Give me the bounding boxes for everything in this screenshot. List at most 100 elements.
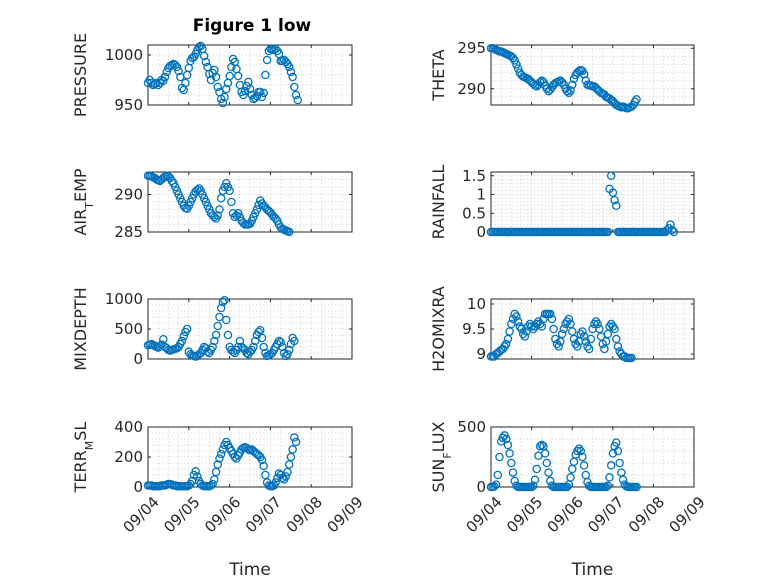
data-point	[537, 322, 547, 331]
data-point	[532, 464, 541, 474]
data-point	[508, 53, 518, 63]
data-point	[216, 193, 226, 203]
data-point	[562, 86, 572, 96]
data-point	[529, 481, 538, 491]
data-point	[220, 295, 229, 305]
data-point	[595, 324, 604, 334]
data-point	[573, 342, 582, 351]
data-point	[537, 440, 547, 450]
data-point	[568, 80, 577, 89]
data-point	[503, 334, 513, 344]
data-point	[615, 458, 624, 468]
data-point	[286, 67, 296, 77]
data-point	[281, 472, 291, 481]
data-point	[210, 475, 219, 484]
sun_flux-series	[486, 431, 641, 492]
data-point	[160, 72, 170, 82]
data-point	[215, 454, 224, 463]
rainfall-ylabel: RAINFALL	[429, 165, 448, 240]
data-point	[172, 62, 182, 72]
data-point	[573, 446, 582, 456]
data-point	[181, 78, 190, 88]
x-tick-label: 09/07	[584, 493, 627, 536]
air_temp-series	[143, 171, 294, 237]
data-point	[227, 197, 236, 207]
data-point	[603, 227, 613, 237]
y-tick-label: 10	[467, 295, 486, 313]
data-point	[215, 205, 224, 214]
x-tick-label: 09/04	[462, 493, 505, 536]
y-tick-label: 1	[476, 186, 486, 204]
theta-axes-frame	[490, 44, 695, 106]
x-tick-label: 09/08	[283, 493, 326, 536]
data-point	[576, 446, 585, 456]
y-tick-label: 290	[457, 80, 486, 98]
data-point	[542, 458, 552, 468]
data-point	[542, 84, 552, 94]
data-point	[559, 324, 569, 334]
h2omixra-series	[486, 309, 636, 363]
y-tick-label: 500	[457, 418, 486, 436]
data-point	[261, 70, 270, 80]
rainfall-series	[486, 171, 679, 237]
data-point	[556, 337, 565, 346]
data-point	[630, 97, 640, 107]
data-point	[669, 227, 679, 237]
data-point	[250, 336, 260, 346]
air_temp-grid	[148, 172, 352, 232]
data-point	[218, 98, 228, 108]
data-point	[235, 336, 245, 346]
y-tick-label: 400	[114, 418, 143, 436]
data-point	[530, 475, 540, 485]
data-point	[507, 458, 516, 468]
y-tick-label: 1.5	[462, 167, 486, 185]
data-point	[557, 329, 567, 339]
data-point	[223, 330, 233, 340]
data-point	[520, 332, 530, 341]
data-point	[240, 86, 250, 96]
y-tick-label: 0.5	[462, 204, 486, 222]
x-tick-label: 09/05	[503, 493, 546, 536]
data-point	[220, 92, 229, 102]
air_temp-axes-frame	[147, 171, 353, 233]
data-point	[564, 314, 574, 324]
data-point	[256, 325, 265, 335]
data-point	[627, 353, 636, 363]
data-point	[606, 461, 616, 470]
data-point	[191, 466, 200, 476]
sun_flux-ylabel: SUNFLUX	[429, 421, 454, 492]
data-point	[557, 78, 567, 87]
x-tick-label: 09/05	[160, 493, 203, 536]
data-point	[666, 220, 675, 229]
x-tick-label: 09/08	[625, 493, 668, 536]
data-point	[208, 479, 217, 489]
data-point	[569, 74, 579, 84]
data-point	[213, 321, 223, 331]
data-point	[276, 337, 285, 347]
data-point	[257, 333, 267, 343]
y-tick-label: 285	[114, 223, 143, 241]
data-point	[182, 324, 192, 334]
y-tick-label: 1000	[105, 290, 143, 308]
data-point	[554, 342, 563, 351]
y-tick-label: 0	[133, 478, 143, 496]
data-point	[495, 452, 504, 462]
theta-series	[486, 43, 641, 113]
figure-title: Figure 1 low	[193, 16, 312, 36]
pressure-ylabel: PRESSURE	[71, 33, 90, 117]
y-tick-label: 295	[457, 39, 486, 57]
data-point	[568, 327, 577, 336]
data-point	[564, 88, 574, 98]
data-point	[505, 327, 514, 336]
data-point	[612, 201, 621, 210]
data-point	[222, 315, 231, 325]
data-point	[579, 461, 589, 470]
data-point	[256, 87, 265, 97]
data-point	[211, 467, 221, 477]
data-point	[216, 449, 226, 459]
data-point	[199, 51, 209, 61]
data-point	[201, 57, 211, 67]
y-tick-label: 9	[476, 345, 486, 363]
data-point	[593, 319, 602, 329]
data-point	[283, 467, 292, 477]
